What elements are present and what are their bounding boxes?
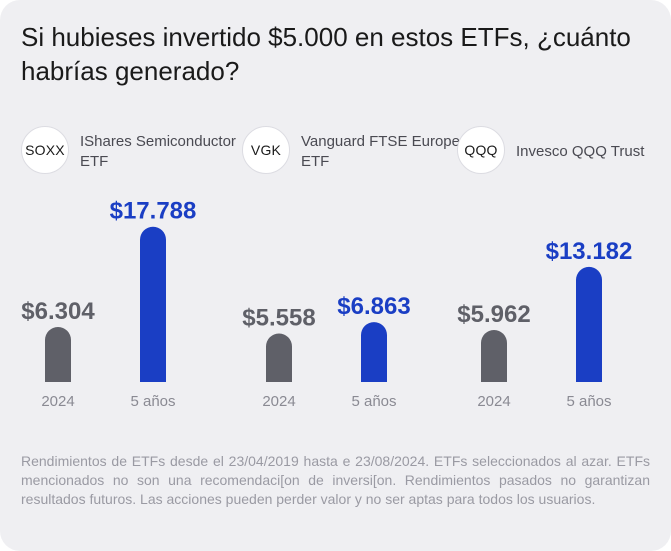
data-label: $17.788 [110,198,197,225]
tick-label: 2024 [262,393,295,410]
data-label: $13.182 [546,238,633,265]
data-label: $6.863 [337,293,410,320]
etf-badge: VGK [242,126,290,174]
tick-label: 5 años [351,393,396,410]
data-label: $5.558 [242,304,315,331]
etf-name: IShares Semiconductor ETF [80,133,236,170]
bar-qqq-5-anos [576,266,602,382]
chart-title: Si hubieses invertido $5.000 en estos ET… [21,22,631,86]
bar-group-qqq: $5.962 2024 $13.182 5 años [457,238,632,410]
bar-vgk-2024 [266,333,292,382]
bar-qqq-2024 [481,329,507,382]
bar-soxx-5-anos [140,226,166,382]
data-label: $6.304 [21,298,95,325]
etf-badge: SOXX [21,126,69,174]
etf-name: Vanguard FTSE Europe ETF [301,133,460,170]
bar-vgk-5-anos [361,322,387,382]
tick-label: 5 años [130,393,175,410]
etf-name: Invesco QQQ Trust [516,143,645,160]
bar-group-soxx: $6.304 2024 $17.788 5 años [21,198,196,410]
tick-label: 2024 [41,393,74,410]
tick-label: 5 años [566,393,611,410]
tick-label: 2024 [477,393,510,410]
bar-soxx-2024 [45,326,71,382]
bar-group-vgk: $5.558 2024 $6.863 5 años [242,293,410,410]
bar-chart: $6.304 2024 $17.788 5 años $5.558 2024 $6.863 5… [21,198,632,410]
footnote: Rendimientos de ETFs desde el 23/04/2019… [21,453,650,507]
etf-badge: QQQ [457,126,505,174]
data-label: $5.962 [457,301,530,328]
